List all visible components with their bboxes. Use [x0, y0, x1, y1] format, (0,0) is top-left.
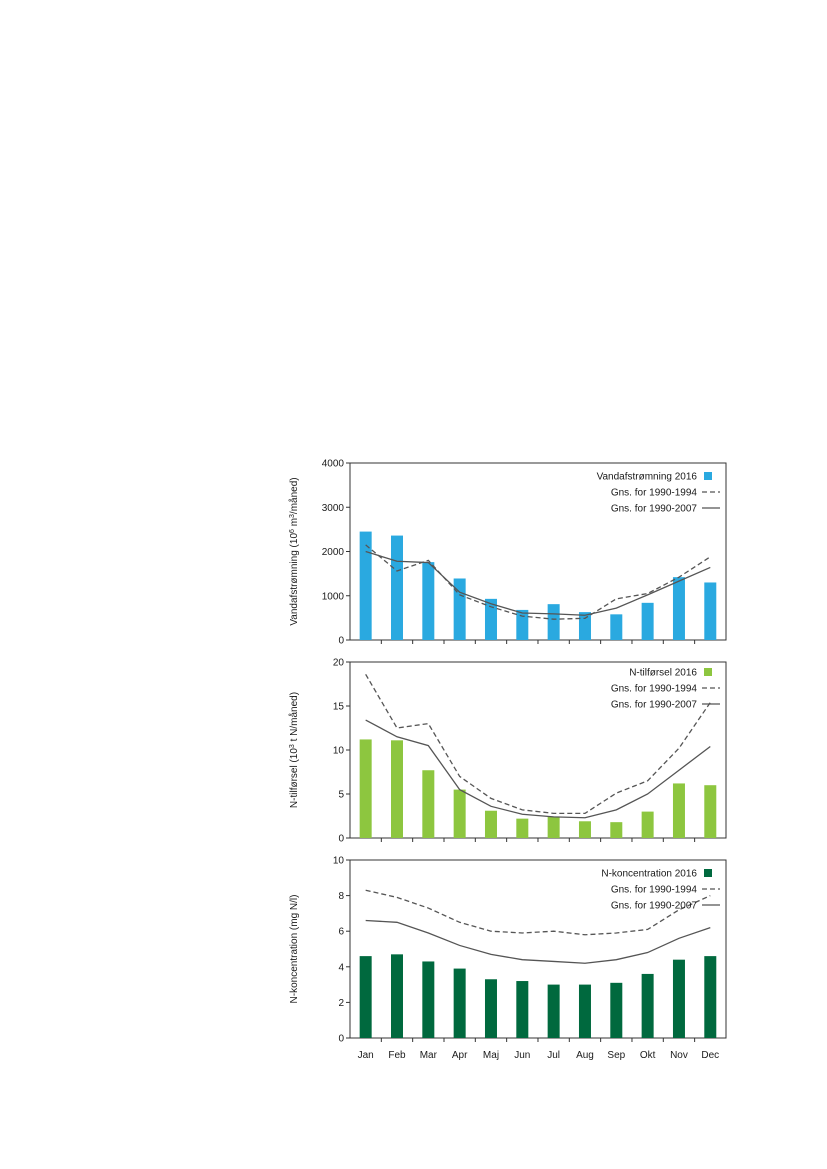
legend-swatch	[704, 869, 712, 877]
x-tick-label: Jul	[547, 1050, 560, 1061]
bar-jun	[516, 981, 529, 1038]
y-tick-label: 3000	[322, 503, 345, 514]
y-tick-label: 10	[333, 746, 345, 757]
series-line-1990-1994	[365, 544, 711, 620]
bar-dec	[704, 582, 717, 640]
y-tick-label: 0	[338, 1034, 344, 1045]
bar-jan	[359, 531, 372, 640]
bar-feb	[390, 954, 403, 1038]
y-axis-label-superscript: 6	[289, 529, 296, 533]
bar-jan	[359, 956, 372, 1038]
y-axis-label-part: t N/måned)	[288, 692, 300, 744]
x-tick-label: Mar	[420, 1050, 438, 1061]
bar-aug	[578, 612, 591, 640]
y-tick-label: 1000	[322, 591, 345, 602]
y-tick-label: 10	[333, 856, 345, 867]
y-tick-label: 5	[338, 790, 344, 801]
legend-label: Gns. for 1990-1994	[611, 488, 698, 499]
series-line-1990-1994	[365, 889, 711, 936]
y-axis-label-part: Vandafstrømning (10	[289, 533, 300, 626]
chart-panel-flow: 0 1000 2000 3000 4000 Vandafstrømning (106 m3…	[288, 459, 727, 647]
x-tick-label: Jan	[358, 1050, 374, 1061]
legend-label: N-tilførsel 2016	[629, 668, 697, 679]
bar-jan	[359, 739, 372, 838]
bar-jun	[516, 818, 529, 838]
bar-jun	[516, 609, 529, 640]
bar-apr	[453, 789, 466, 838]
y-axis-label: N-koncentration (mg N/l)	[289, 895, 300, 1004]
legend-label: Gns. for 1990-1994	[611, 684, 698, 695]
y-tick-label: 4	[338, 962, 344, 973]
chart-panel-nconc: 0 2 4 6 8 10 N-koncentration (mg N/l) N-koncent…	[289, 856, 727, 1061]
x-tick-label: Dec	[701, 1050, 719, 1061]
y-tick-label: 8	[338, 891, 344, 902]
bar-sep	[610, 982, 623, 1038]
y-axis-label-part: m	[289, 518, 300, 529]
bar-okt	[641, 973, 654, 1038]
y-axis-label-part: N-koncentration (mg N/l)	[289, 895, 300, 1004]
series-line-1990-1994	[365, 673, 711, 815]
x-tick-label: Sep	[607, 1050, 625, 1061]
legend-label: Gns. for 1990-2007	[611, 901, 698, 912]
x-tick-label: Feb	[388, 1050, 406, 1061]
legend-swatch	[704, 668, 712, 676]
y-axis-label-part: /måned)	[288, 477, 300, 514]
y-tick-label: 4000	[322, 459, 345, 470]
bar-sep	[610, 822, 623, 838]
bar-okt	[641, 811, 654, 838]
bar-maj	[484, 598, 497, 640]
legend-label: Gns. for 1990-1994	[611, 885, 698, 896]
bar-jul	[547, 604, 560, 640]
series-line-1990-2007	[365, 719, 711, 819]
bar-maj	[484, 810, 497, 838]
legend-label: Gns. for 1990-2007	[611, 700, 698, 711]
bar-maj	[484, 979, 497, 1038]
y-tick-label: 2000	[322, 547, 345, 558]
y-tick-label: 2	[338, 998, 344, 1009]
x-tick-label: Maj	[483, 1050, 499, 1061]
legend-label: N-koncentration 2016	[601, 869, 697, 880]
bar-jul	[547, 984, 560, 1038]
y-axis-label-superscript: 3	[289, 514, 296, 518]
bar-aug	[578, 821, 591, 838]
bar-nov	[672, 577, 685, 640]
y-tick-label: 0	[338, 636, 344, 647]
series-line-1990-2007	[365, 919, 711, 964]
bar-apr	[453, 968, 466, 1038]
y-tick-label: 6	[338, 927, 344, 938]
y-tick-label: 0	[338, 834, 344, 845]
bar-dec	[704, 956, 717, 1038]
bar-aug	[578, 984, 591, 1038]
bar-feb	[390, 740, 403, 838]
bar-feb	[390, 535, 403, 640]
y-tick-label: 15	[333, 702, 345, 713]
bar-mar	[422, 562, 435, 640]
y-axis-label: N-tilførsel (103 t N/måned)	[288, 692, 300, 808]
y-tick-label: 20	[333, 658, 345, 669]
y-axis-label-part: N-tilførsel (10	[289, 748, 300, 808]
bar-jul	[547, 816, 560, 838]
x-tick-label: Aug	[576, 1050, 594, 1061]
bar-dec	[704, 785, 717, 838]
legend-swatch	[704, 472, 712, 480]
y-axis-label: Vandafstrømning (106 m3/måned)	[288, 477, 300, 625]
series-line-1990-2007	[365, 550, 711, 616]
legend-label: Vandafstrømning 2016	[597, 472, 698, 483]
y-axis-label-superscript: 3	[289, 744, 296, 748]
bar-okt	[641, 602, 654, 640]
x-tick-label: Jun	[514, 1050, 530, 1061]
x-tick-label: Okt	[640, 1050, 656, 1061]
bar-nov	[672, 959, 685, 1038]
bar-mar	[422, 961, 435, 1038]
x-tick-label: Apr	[452, 1050, 468, 1061]
bar-mar	[422, 770, 435, 838]
x-tick-label: Nov	[670, 1050, 688, 1061]
legend-label: Gns. for 1990-2007	[611, 504, 698, 515]
bar-nov	[672, 783, 685, 838]
bar-sep	[610, 614, 623, 640]
